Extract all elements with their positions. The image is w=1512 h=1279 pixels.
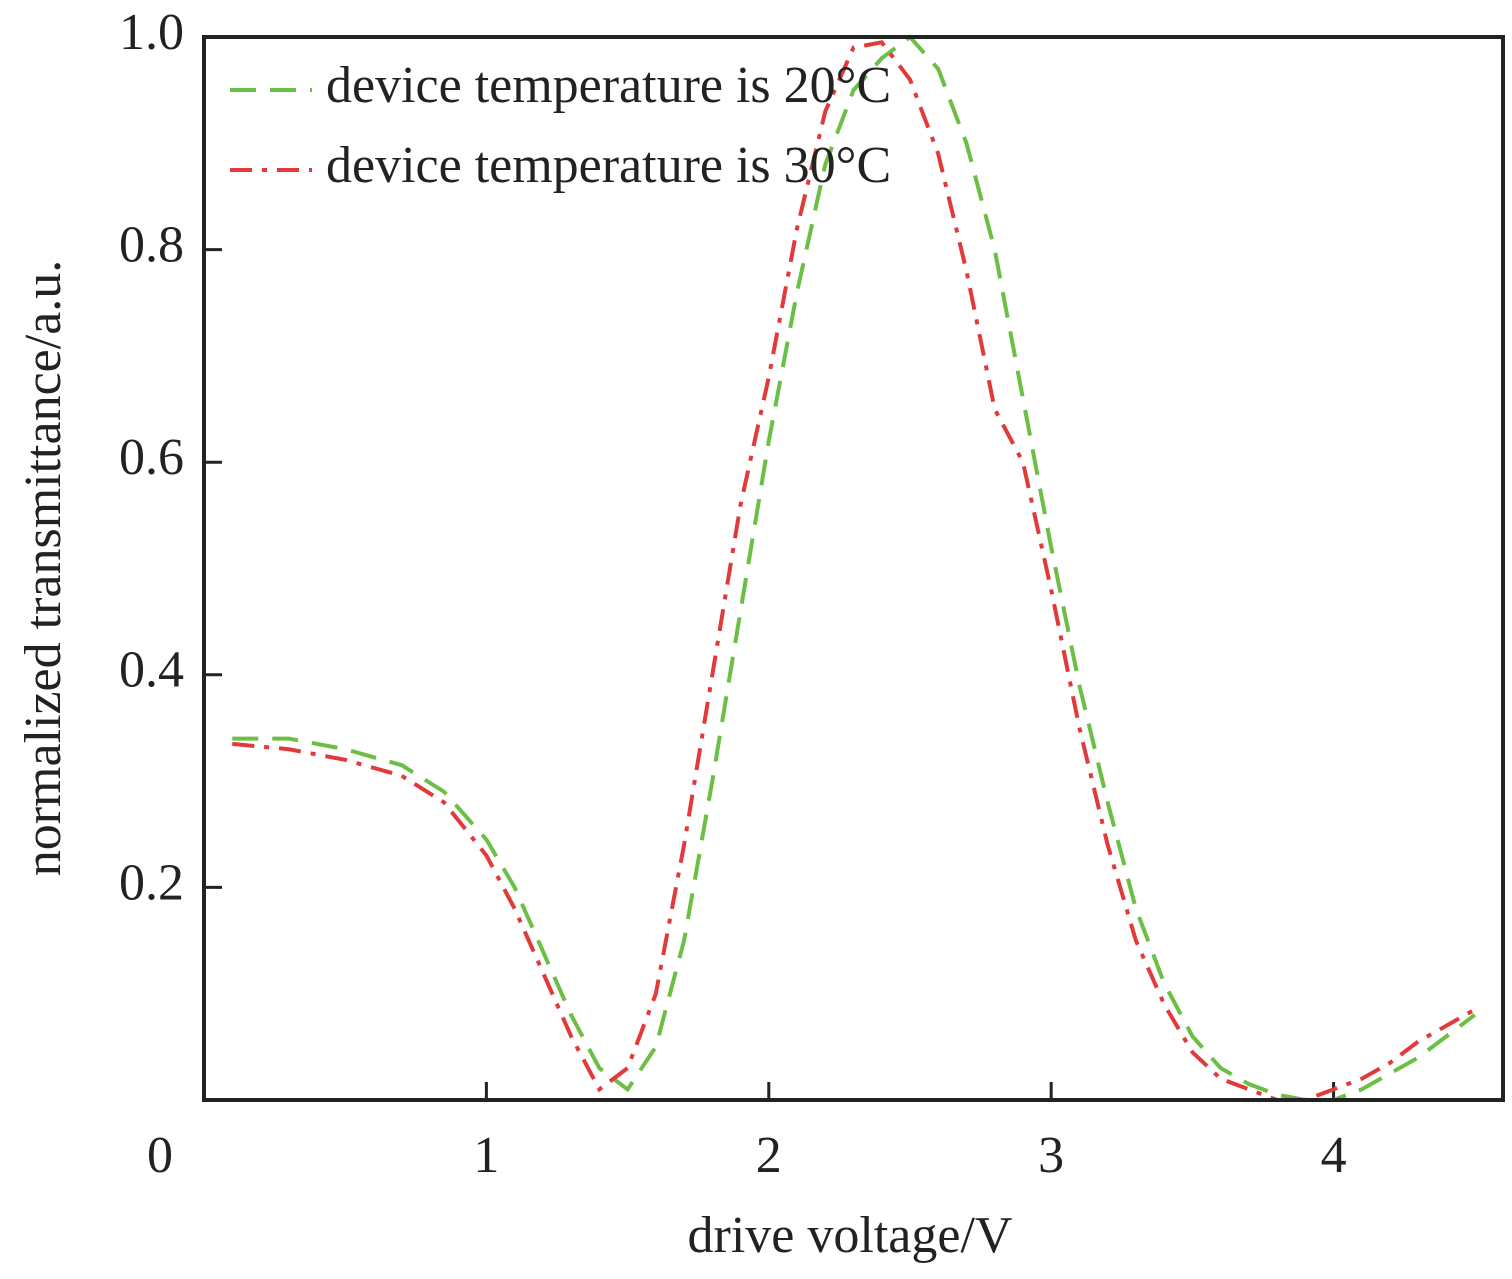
legend-label: device temperature is 30°C [326,137,891,194]
line-series [232,34,1476,1102]
y-axis-label: normalized transmittance/a.u. [15,260,72,877]
x-tick-label: 3 [1038,1127,1064,1184]
x-tick-label: 2 [756,1127,782,1184]
plot-frame [202,35,1505,1102]
x-tick-label: 0 [147,1127,173,1184]
y-tick-label: 0.2 [119,854,184,911]
x-tick-label: 1 [473,1127,499,1184]
y-tick-label: 1.0 [119,4,184,61]
legend-label: device temperature is 20°C [326,57,891,114]
x-axis-label: drive voltage/V [688,1207,1013,1264]
y-tick-label: 0.8 [119,217,184,274]
y-tick-label: 0.4 [119,642,184,699]
x-tick-label: 4 [1321,1127,1347,1184]
y-tick-label: 0.6 [119,429,184,486]
line-series [232,40,1476,1102]
